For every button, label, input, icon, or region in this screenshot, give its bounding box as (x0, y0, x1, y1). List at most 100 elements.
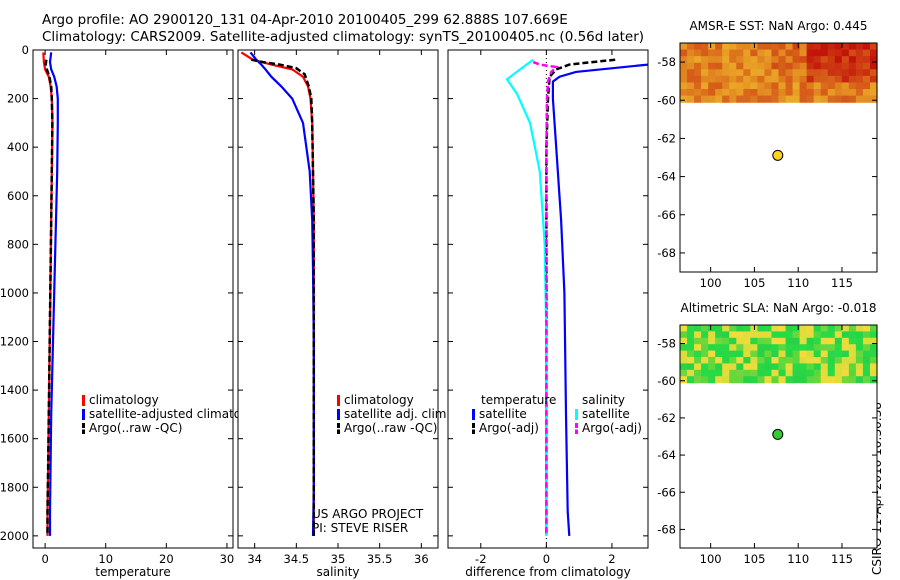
sst-map-cell (757, 56, 766, 64)
sla-map-cell (813, 331, 822, 339)
sst-map-cell (729, 89, 737, 97)
sst-map-cell (806, 95, 815, 103)
sst-map-cell (813, 89, 822, 97)
sla-map-cell (687, 331, 695, 339)
sst-map-cell (862, 95, 871, 103)
sst-map-cell (764, 49, 773, 57)
sst-map-cell (785, 75, 794, 84)
sst-map-cell (862, 62, 871, 70)
figure-title-line2: Climatology: CARS2009. Satellite-adjuste… (42, 29, 645, 45)
sst-map-cell (743, 43, 751, 51)
sla-map-cell (834, 350, 843, 358)
sla-map-cell (806, 344, 815, 352)
sla-map-cell (708, 325, 716, 332)
sla-map: 100 105 110 115 -58 -60 -62 -64 -66 -68 Altimetric… (657, 301, 878, 566)
sst-map-cell (736, 82, 744, 90)
sla-map-cell (785, 357, 794, 364)
sst-map-cell (722, 95, 730, 103)
sla-map-cell (799, 325, 808, 332)
sla-map-cell (743, 337, 751, 345)
sla-map-cell (855, 344, 864, 352)
sla-map-cell (862, 376, 871, 384)
sst-map-cell (799, 56, 808, 64)
sst-map-cell (862, 43, 871, 51)
sla-map-cell (729, 331, 737, 339)
sla-map-cell (757, 344, 766, 352)
sla-map-cell (869, 344, 878, 352)
sst-map-cell (722, 62, 730, 70)
sst-map-cell (813, 56, 822, 64)
sst-map-cell (855, 69, 864, 77)
sla-map-cell (715, 363, 723, 371)
sla-map-cell (799, 376, 808, 384)
map-y-tick-label: -62 (657, 411, 676, 425)
sst-map-cell (841, 62, 850, 70)
sst-map-cell (771, 43, 780, 51)
figure-title-line1: Argo profile: AO 2900120_131 04-Apr-2010… (42, 12, 568, 28)
sst-map-cell (792, 56, 801, 64)
sla-map-cell (701, 357, 709, 364)
sla-map-cell (750, 350, 758, 358)
sst-map-cell (869, 43, 878, 51)
sla-map-cell (813, 325, 822, 332)
sla-map-cell (785, 350, 794, 358)
sst-map-cell (743, 95, 751, 103)
sla-map-cell (778, 337, 787, 345)
sla-map-cell (750, 337, 758, 345)
sla-map-cell (687, 357, 695, 364)
sst-map-cell (855, 62, 864, 70)
sla-map-cell (757, 363, 766, 371)
map-x-tick-label: 105 (743, 552, 765, 566)
sst-map-cell (855, 49, 864, 57)
y-tick-label: 1400 (0, 383, 29, 397)
sst-map-cell (729, 95, 737, 103)
difference-panel-series-salinity-satellite (505, 58, 548, 536)
sla-map-cell (855, 363, 864, 371)
map-y-tick-label: -60 (657, 374, 676, 388)
sla-map-cell (694, 357, 702, 364)
sla-map-cell (764, 363, 773, 371)
temperature-panel-frame (32, 49, 234, 549)
sla-map-cell (750, 363, 758, 371)
sla-map-cell (778, 363, 787, 371)
sst-map-cell (820, 95, 829, 103)
sst-map-cell (701, 49, 709, 57)
sst-map-cell (834, 95, 843, 103)
sla-map-cell (694, 363, 702, 371)
sla-map-cell (771, 376, 780, 384)
sla-map-cell (701, 350, 709, 358)
sla-map-cell (862, 331, 871, 339)
sla-map-cell (806, 350, 815, 358)
sst-map-cell (778, 89, 787, 97)
sst-map-cell (764, 43, 773, 51)
sst-map-cell (827, 82, 836, 90)
sst-map-cell (764, 62, 773, 70)
sla-map-cell (778, 376, 787, 384)
sla-map-cell (701, 369, 709, 377)
sst-map-cell (743, 49, 751, 57)
map-x-tick-label: 115 (831, 276, 853, 290)
sla-map-cell (848, 357, 857, 364)
sst-map-cell (694, 56, 702, 64)
x-tick-label: 0 (543, 552, 550, 566)
sst-map-cell (729, 49, 737, 57)
sla-map-cell (694, 350, 702, 358)
x-tick-label: 10 (98, 552, 113, 566)
sla-map-cell (827, 344, 836, 352)
sst-map-cell (813, 82, 822, 90)
sst-map-cell (694, 82, 702, 90)
sst-map-cell (680, 49, 688, 57)
sst-map-cell (827, 89, 836, 97)
sst-map-cell (848, 82, 857, 90)
sst-map-cell (764, 82, 773, 90)
sst-map-cell (869, 62, 878, 70)
sst-map-cell (806, 82, 815, 90)
sst-map-cell (848, 43, 857, 51)
sst-map-cell (708, 75, 716, 84)
sst-map-cell (785, 95, 794, 103)
map-y-tick-label: -64 (657, 448, 676, 462)
sla-map-cell (848, 350, 857, 358)
sst-map-cell (743, 82, 751, 90)
sla-map-cell (743, 350, 751, 358)
sst-map-cell (799, 69, 808, 77)
